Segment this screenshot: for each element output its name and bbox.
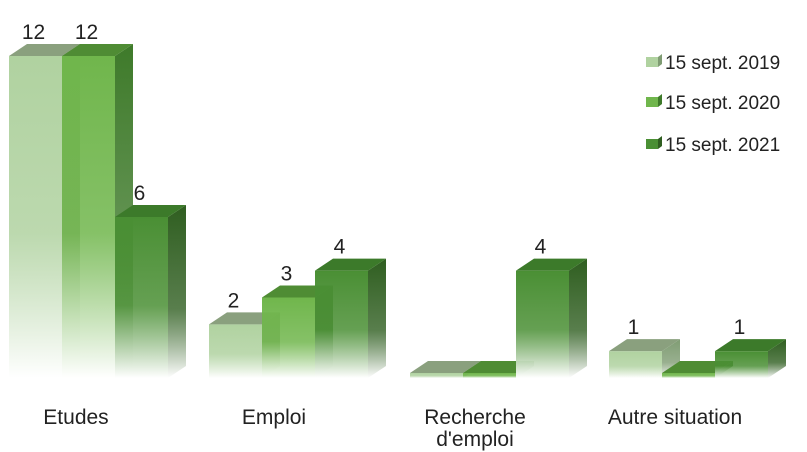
value-labels-layer: 12 12 6 2 3 4 4 1 1	[22, 21, 746, 339]
legend-item-15-sept-2020: 15 sept. 2020	[646, 93, 780, 114]
data-label: 12	[75, 21, 98, 44]
bar-front-face	[262, 297, 315, 378]
bar-top-face	[609, 339, 680, 352]
bar-front-face	[715, 351, 768, 378]
bar-front-face	[463, 373, 516, 378]
bar-top-face	[115, 205, 186, 217]
bar-emploi-15-sept-2021	[315, 258, 386, 378]
legend-swatch-side	[658, 94, 662, 107]
bar-top-face	[410, 361, 481, 373]
legend-swatch	[646, 97, 658, 107]
data-label: 1	[734, 316, 746, 339]
bar-top-face	[62, 44, 133, 56]
bar-recherche-d-emploi-15-sept-2021	[516, 258, 587, 378]
data-label: 6	[134, 182, 146, 205]
legend-label: 15 sept. 2020	[665, 93, 780, 114]
category-label-recherche-d-emploi: Recherche d'emploi	[424, 406, 526, 451]
data-label: 4	[334, 236, 346, 259]
data-label: 4	[535, 236, 547, 259]
legend-item-15-sept-2021: 15 sept. 2021	[646, 135, 780, 156]
bars-layer	[9, 44, 786, 378]
legend-item-15-sept-2019: 15 sept. 2019	[646, 53, 780, 74]
legend-swatch-side	[658, 136, 662, 149]
bar-side-face	[368, 258, 386, 378]
data-label: 2	[228, 289, 240, 312]
bar-top-face	[9, 44, 80, 56]
bar-side-face	[168, 205, 186, 378]
bar-front-face	[516, 270, 569, 378]
legend-label: 15 sept. 2021	[665, 135, 780, 156]
bar-autre-situation-15-sept-2019	[609, 339, 680, 378]
category-label-autre-situation: Autre situation	[608, 406, 742, 429]
data-label: 12	[22, 21, 45, 44]
bar-front-face	[209, 324, 262, 378]
category-label-emploi: Emploi	[242, 406, 306, 429]
bar-side-face	[569, 258, 587, 378]
data-label: 1	[628, 316, 640, 339]
bar-side-face	[768, 339, 786, 378]
bar-top-face	[315, 258, 386, 271]
category-labels-layer: Etudes Emploi Recherche d'emploi Autre situa…	[43, 406, 742, 451]
legend-label: 15 sept. 2019	[665, 53, 780, 74]
data-label: 3	[281, 263, 293, 286]
bar-front-face	[62, 56, 115, 378]
category-label-etudes: Etudes	[43, 406, 108, 429]
bar-etudes-15-sept-2021	[115, 205, 186, 378]
bar-top-face	[516, 258, 587, 271]
bar-autre-situation-15-sept-2021	[715, 339, 786, 378]
legend-swatch-side	[658, 54, 662, 67]
legend-swatch	[646, 139, 658, 149]
bar-front-face	[609, 351, 662, 378]
bar-front-face	[315, 270, 368, 378]
bar-front-face	[9, 56, 62, 378]
bar-front-face	[410, 373, 463, 378]
bar-top-face	[715, 339, 786, 352]
legend-swatch	[646, 57, 658, 67]
bar-front-face	[115, 217, 168, 378]
legend: 15 sept. 2019 15 sept. 2020 15 sept. 2021	[646, 53, 780, 156]
bar-front-face	[662, 373, 715, 378]
